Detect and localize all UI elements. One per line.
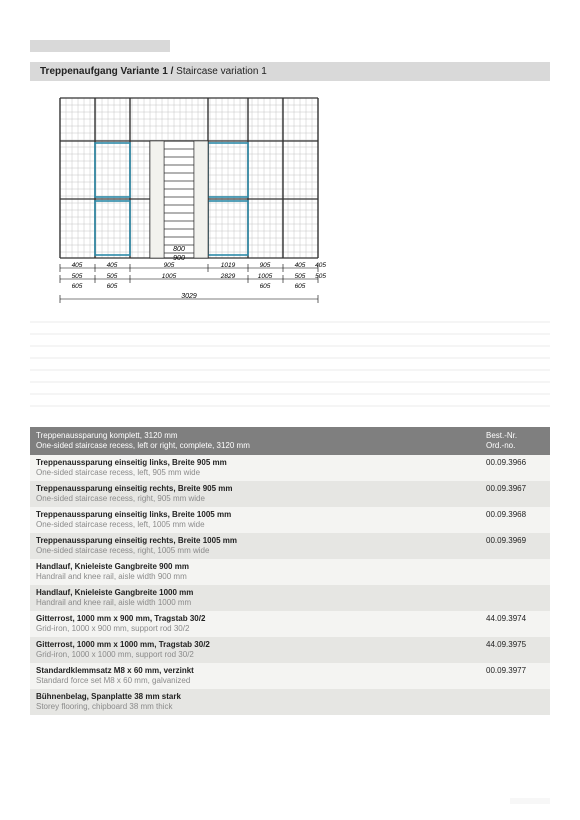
svg-text:605: 605 (295, 283, 306, 290)
header: Treppenaufgang Variante 1 / Staircase va… (0, 0, 580, 81)
order-table: Treppenaussparung komplett, 3120 mm One-… (30, 427, 550, 715)
cell-description: Standardklemmsatz M8 x 60 mm, verzinktSt… (30, 663, 480, 689)
svg-text:1005: 1005 (258, 273, 273, 280)
cell-order-no: 00.09.3966 (480, 455, 550, 481)
svg-text:405: 405 (315, 262, 326, 269)
sub-heading: Treppenaufgang Variante 1 / Staircase va… (30, 62, 550, 81)
svg-text:505: 505 (295, 273, 306, 280)
sub-heading-bold: Treppenaufgang Variante 1 / (40, 66, 176, 77)
table-row: Handlauf, Knieleiste Gangbreite 1000 mmH… (30, 585, 550, 611)
svg-text:3029: 3029 (181, 293, 197, 300)
table-row: Treppenaussparung einseitig links, Breit… (30, 455, 550, 481)
svg-text:905: 905 (260, 262, 271, 269)
cell-order-no (480, 689, 550, 715)
svg-text:505: 505 (315, 273, 326, 280)
table-row: Treppenaussparung einseitig rechts, Brei… (30, 533, 550, 559)
cell-description: Handlauf, Knieleiste Gangbreite 1000 mmH… (30, 585, 480, 611)
cell-order-no: 44.09.3975 (480, 637, 550, 663)
svg-text:905: 905 (164, 262, 175, 269)
cell-description: Treppenaussparung einseitig links, Breit… (30, 455, 480, 481)
cell-order-no: 00.09.3968 (480, 507, 550, 533)
scaffold-diagram: 800 900 405 405 905 1019 905 405 405 505 505 100… (50, 93, 330, 313)
table-row: Gitterrost, 1000 mm x 1000 mm, Tragstab … (30, 637, 550, 663)
dim-center-900: 900 (173, 255, 185, 262)
dim-center-800: 800 (173, 246, 185, 253)
scaffold-svg: 800 900 405 405 905 1019 905 405 405 505 505 100… (50, 93, 330, 313)
th-order-no: Best.-Nr. Ord.-no. (480, 427, 550, 455)
svg-text:1005: 1005 (162, 273, 177, 280)
svg-text:405: 405 (72, 262, 83, 269)
table-row: Gitterrost, 1000 mm x 900 mm, Tragstab 3… (30, 611, 550, 637)
table-row: Bühnenbelag, Spanplatte 38 mm starkStore… (30, 689, 550, 715)
cell-description: Gitterrost, 1000 mm x 1000 mm, Tragstab … (30, 637, 480, 663)
svg-text:405: 405 (107, 262, 118, 269)
cell-order-no: 44.09.3974 (480, 611, 550, 637)
cell-order-no: 00.09.3967 (480, 481, 550, 507)
table-row: Treppenaussparung einseitig rechts, Brei… (30, 481, 550, 507)
diagram-region: 800 900 405 405 905 1019 905 405 405 505 505 100… (0, 93, 580, 321)
title-band (30, 40, 550, 52)
cell-order-no (480, 559, 550, 585)
table-row: Treppenaussparung einseitig links, Breit… (30, 507, 550, 533)
order-table-wrap: Treppenaussparung komplett, 3120 mm One-… (0, 427, 580, 735)
svg-text:1019: 1019 (221, 262, 236, 269)
table-row: Standardklemmsatz M8 x 60 mm, verzinktSt… (30, 663, 550, 689)
title-gray-bar (30, 40, 170, 52)
cell-description: Treppenaussparung einseitig rechts, Brei… (30, 481, 480, 507)
sub-heading-rest: Staircase variation 1 (176, 66, 267, 77)
table-body: Treppenaussparung einseitig links, Breit… (30, 455, 550, 715)
faded-text-block (0, 321, 580, 427)
cell-order-no (480, 585, 550, 611)
cell-description: Treppenaussparung einseitig links, Breit… (30, 507, 480, 533)
svg-text:605: 605 (72, 283, 83, 290)
svg-text:2829: 2829 (220, 273, 236, 280)
cell-description: Gitterrost, 1000 mm x 900 mm, Tragstab 3… (30, 611, 480, 637)
svg-text:605: 605 (260, 283, 271, 290)
svg-text:405: 405 (295, 262, 306, 269)
svg-text:505: 505 (72, 273, 83, 280)
svg-text:505: 505 (107, 273, 118, 280)
th-description: Treppenaussparung komplett, 3120 mm One-… (30, 427, 480, 455)
cell-description: Bühnenbelag, Spanplatte 38 mm starkStore… (30, 689, 480, 715)
cell-order-no: 00.09.3969 (480, 533, 550, 559)
cell-description: Handlauf, Knieleiste Gangbreite 900 mmHa… (30, 559, 480, 585)
cell-order-no: 00.09.3977 (480, 663, 550, 689)
cell-description: Treppenaussparung einseitig rechts, Brei… (30, 533, 480, 559)
footer-mark (510, 798, 550, 804)
table-row: Handlauf, Knieleiste Gangbreite 900 mmHa… (30, 559, 550, 585)
svg-text:605: 605 (107, 283, 118, 290)
